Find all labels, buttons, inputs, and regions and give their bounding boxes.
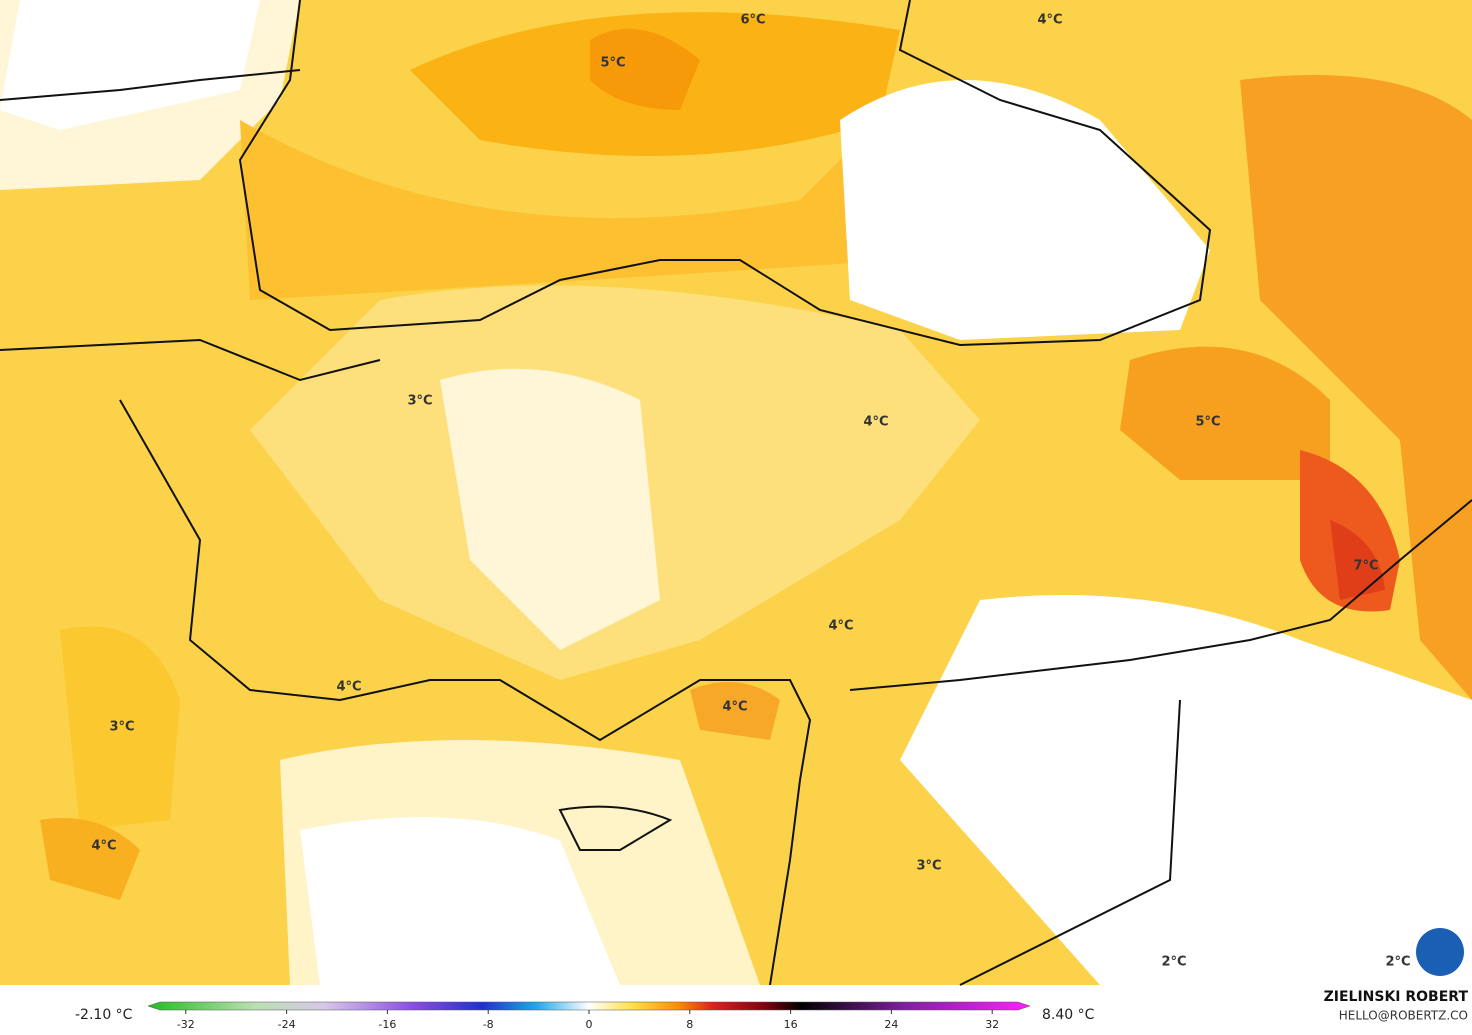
colorbar-tick-label: -32 (177, 1018, 195, 1031)
colorbar-tick-label: 32 (985, 1018, 999, 1031)
colorbar-tick-label: -24 (278, 1018, 296, 1031)
temperature-label: 2°C (1385, 955, 1410, 970)
temperature-label: 4°C (336, 680, 361, 695)
author: ZIELINSKI ROBERT (1324, 989, 1469, 1005)
colorbar-tick-label: -8 (483, 1018, 494, 1031)
temperature-label: 4°C (863, 415, 888, 430)
colorbar-tick-label: -16 (378, 1018, 396, 1031)
colorbar-tick-label: 8 (686, 1018, 693, 1031)
colorbar-ticks: -32 -24 -16 -8 0 8 16 24 32 (177, 1010, 999, 1031)
temperature-label: 5°C (600, 56, 625, 71)
colorbar (147, 1001, 1031, 1011)
temperature-label: 3°C (109, 720, 134, 735)
temperature-label: 7°C (1353, 559, 1378, 574)
temperature-labels: 6°C 4°C 5°C 3°C 4°C 5°C 7°C 4°C 4°C 4°C 3°C 4°C 3°C 2… (91, 13, 1410, 970)
borders (0, 0, 1472, 986)
temperature-label: 3°C (407, 394, 432, 409)
noaa-logo (1416, 928, 1464, 976)
colorbar-tick-label: 16 (784, 1018, 798, 1031)
colorbar-max: 8.40 °C (1042, 1007, 1095, 1023)
temperature-label: 4°C (828, 619, 853, 634)
temperature-label: 5°C (1195, 415, 1220, 430)
temperature-label: 3°C (916, 859, 941, 874)
contact: HELLO@ROBERTZ.CO (1339, 1009, 1468, 1023)
colorbar-tick-label: 24 (884, 1018, 898, 1031)
colorbar-min: -2.10 °C (75, 1007, 133, 1023)
temperature-label: 6°C (740, 13, 765, 28)
temperature-label: 4°C (91, 839, 116, 854)
temperature-label: 2°C (1161, 955, 1186, 970)
temperature-label: 4°C (722, 700, 747, 715)
colorbar-tick-label: 0 (586, 1018, 593, 1031)
map-background (0, 0, 1472, 985)
temperature-label: 4°C (1037, 13, 1062, 28)
